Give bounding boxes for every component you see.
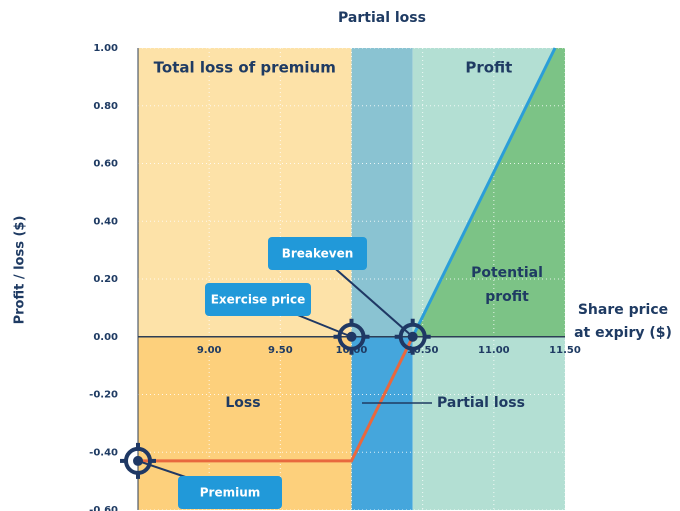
annotation: Partial loss xyxy=(437,395,525,411)
region-below xyxy=(351,336,413,510)
region-below xyxy=(412,336,565,510)
callout-box xyxy=(268,237,367,270)
annotation: profit xyxy=(485,289,529,305)
x-tick-label: 11.50 xyxy=(549,345,581,356)
y-tick-label: 0.80 xyxy=(93,101,118,112)
region-above xyxy=(351,48,413,337)
annotation: Potential xyxy=(471,265,543,281)
annotation: Loss xyxy=(225,395,260,411)
region-label: Total loss of premium xyxy=(154,59,336,77)
x-tick-label: 10.50 xyxy=(407,345,439,356)
target-marker xyxy=(394,318,431,355)
target-marker xyxy=(120,442,156,479)
payoff-line xyxy=(138,336,415,463)
x-tick-label: 11.00 xyxy=(478,345,510,356)
y-tick-label: 0.20 xyxy=(93,274,118,285)
x-tick-label: 9.50 xyxy=(268,345,293,356)
callout-label: Exercise price xyxy=(211,293,306,307)
y-tick-label: -0.20 xyxy=(89,390,118,401)
target-part xyxy=(133,455,143,466)
callout-label: Premium xyxy=(200,486,261,500)
y-tick-label: 0.40 xyxy=(93,216,118,227)
callout-box xyxy=(205,283,311,316)
y-tick-label: -0.40 xyxy=(89,447,118,458)
profit-area xyxy=(412,48,565,337)
y-tick-label: -0.60 xyxy=(89,505,118,511)
x-axis-label: Share price xyxy=(578,302,668,318)
target-part xyxy=(346,331,357,342)
payoff-line xyxy=(411,47,557,338)
chart-title: Partial loss xyxy=(338,10,426,26)
y-tick-label: 0.60 xyxy=(93,159,118,170)
callout-box xyxy=(178,476,282,509)
x-tick-label: 9.00 xyxy=(197,345,222,356)
y-tick-label: 1.00 xyxy=(93,43,118,54)
target-part xyxy=(407,331,418,342)
callout-label: Breakeven xyxy=(282,247,354,261)
region-label: Profit xyxy=(465,59,512,77)
x-axis-label: at expiry ($) xyxy=(574,325,672,341)
target-marker xyxy=(333,318,370,355)
y-tick-label: 0.00 xyxy=(93,332,118,343)
y-axis-label: Profit / loss ($) xyxy=(13,216,28,325)
